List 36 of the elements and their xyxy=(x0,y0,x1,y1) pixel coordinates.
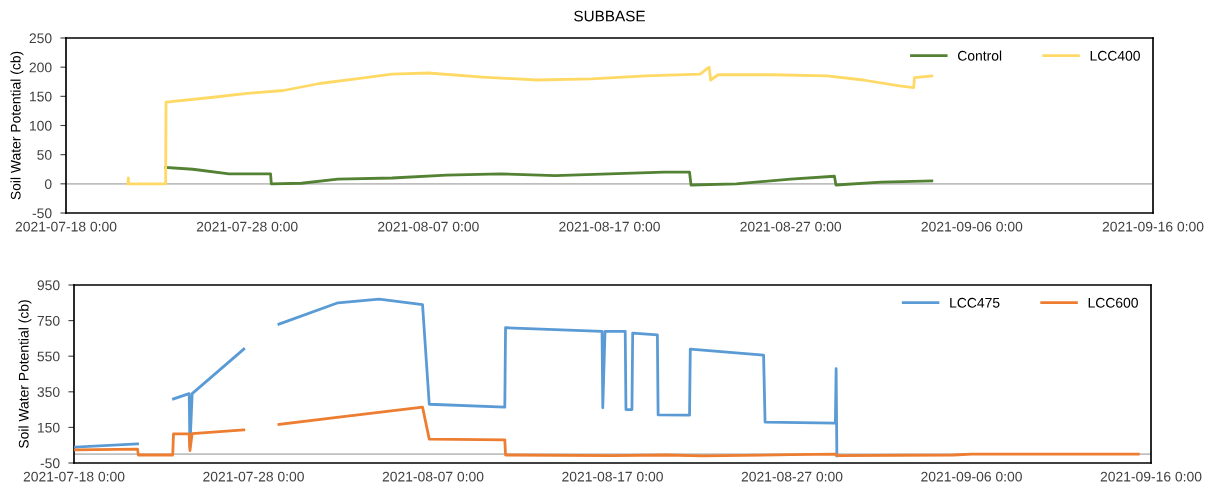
y-tick-label: 150 xyxy=(30,91,52,102)
y-tick-label: -50 xyxy=(32,208,52,219)
y-axis-title: Soil Water Potential (cb) xyxy=(18,300,32,448)
y-tick-label: 750 xyxy=(37,315,60,326)
y-tick-label: 550 xyxy=(37,351,60,362)
y-tick-label: 250 xyxy=(29,33,52,44)
x-tick-label: 2021-08-07 0:00 xyxy=(382,471,484,482)
y-tick-label: 0 xyxy=(44,179,52,189)
y-tick-label: 150 xyxy=(38,422,60,433)
y-tick-label: -50 xyxy=(40,458,60,469)
legend-label: LCC600 xyxy=(1088,297,1138,308)
legend-label: LCC475 xyxy=(950,297,1000,308)
legend-label: LCC400 xyxy=(1090,50,1140,61)
x-tick-label: 2021-09-06 0:00 xyxy=(921,471,1022,482)
line-series xyxy=(126,65,934,186)
y-axis-title: Soil Water Potential (cb) xyxy=(10,51,24,200)
x-tick-label: 2021-07-18 0:00 xyxy=(15,221,117,232)
legend-label: Control xyxy=(957,50,1002,61)
x-tick-label: 2021-08-17 0:00 xyxy=(562,471,663,482)
x-tick-label: 2021-07-28 0:00 xyxy=(203,471,304,482)
x-tick-label: 2021-09-16 0:00 xyxy=(1102,221,1204,232)
y-tick-label: 350 xyxy=(37,387,60,397)
y-tick-label: 100 xyxy=(30,120,52,131)
chart-title: SUBBASE xyxy=(574,10,645,22)
y-tick-label: 200 xyxy=(29,62,52,73)
line-series xyxy=(164,166,934,187)
x-tick-label: 2021-08-17 0:00 xyxy=(559,221,660,232)
x-tick-label: 2021-09-16 0:00 xyxy=(1100,471,1202,482)
x-tick-label: 2021-07-18 0:00 xyxy=(23,471,125,482)
x-tick-label: 2021-07-28 0:00 xyxy=(196,221,298,232)
x-tick-label: 2021-08-07 0:00 xyxy=(378,221,479,232)
x-tick-label: 2021-08-27 0:00 xyxy=(741,471,843,482)
x-tick-label: 2021-09-06 0:00 xyxy=(921,221,1023,232)
y-tick-label: 950 xyxy=(37,280,60,291)
x-tick-label: 2021-08-27 0:00 xyxy=(740,221,842,232)
y-tick-label: 50 xyxy=(37,150,52,160)
